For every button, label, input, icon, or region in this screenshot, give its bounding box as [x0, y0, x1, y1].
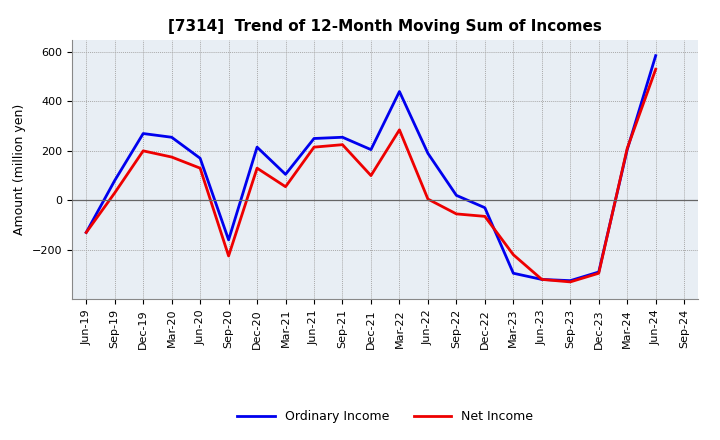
Net Income [310, 144, 318, 150]
Ordinary Income [82, 230, 91, 235]
Ordinary Income [652, 53, 660, 59]
Ordinary Income [196, 156, 204, 161]
Ordinary Income [225, 237, 233, 242]
Net Income [225, 253, 233, 259]
Ordinary Income [537, 277, 546, 282]
Net Income [366, 173, 375, 178]
Line: Net Income: Net Income [86, 69, 656, 282]
Ordinary Income [366, 147, 375, 152]
Ordinary Income [509, 271, 518, 276]
Ordinary Income [282, 172, 290, 177]
Ordinary Income [566, 278, 575, 283]
Title: [7314]  Trend of 12-Month Moving Sum of Incomes: [7314] Trend of 12-Month Moving Sum of I… [168, 19, 602, 34]
Net Income [423, 196, 432, 202]
Ordinary Income [110, 178, 119, 183]
Legend: Ordinary Income, Net Income: Ordinary Income, Net Income [232, 405, 539, 428]
Ordinary Income [167, 135, 176, 140]
Net Income [509, 252, 518, 257]
Ordinary Income [139, 131, 148, 136]
Y-axis label: Amount (million yen): Amount (million yen) [13, 104, 26, 235]
Net Income [595, 271, 603, 276]
Ordinary Income [480, 205, 489, 210]
Net Income [196, 165, 204, 171]
Net Income [253, 165, 261, 171]
Ordinary Income [338, 135, 347, 140]
Net Income [452, 211, 461, 216]
Net Income [652, 66, 660, 72]
Net Income [566, 279, 575, 285]
Net Income [623, 146, 631, 151]
Ordinary Income [452, 193, 461, 198]
Ordinary Income [310, 136, 318, 141]
Net Income [82, 230, 91, 235]
Net Income [110, 190, 119, 195]
Net Income [480, 214, 489, 219]
Net Income [139, 148, 148, 154]
Ordinary Income [423, 150, 432, 156]
Net Income [282, 184, 290, 189]
Net Income [167, 154, 176, 160]
Ordinary Income [595, 269, 603, 275]
Ordinary Income [253, 144, 261, 150]
Ordinary Income [623, 147, 631, 152]
Net Income [338, 142, 347, 147]
Net Income [395, 127, 404, 132]
Line: Ordinary Income: Ordinary Income [86, 56, 656, 281]
Ordinary Income [395, 89, 404, 94]
Net Income [537, 277, 546, 282]
